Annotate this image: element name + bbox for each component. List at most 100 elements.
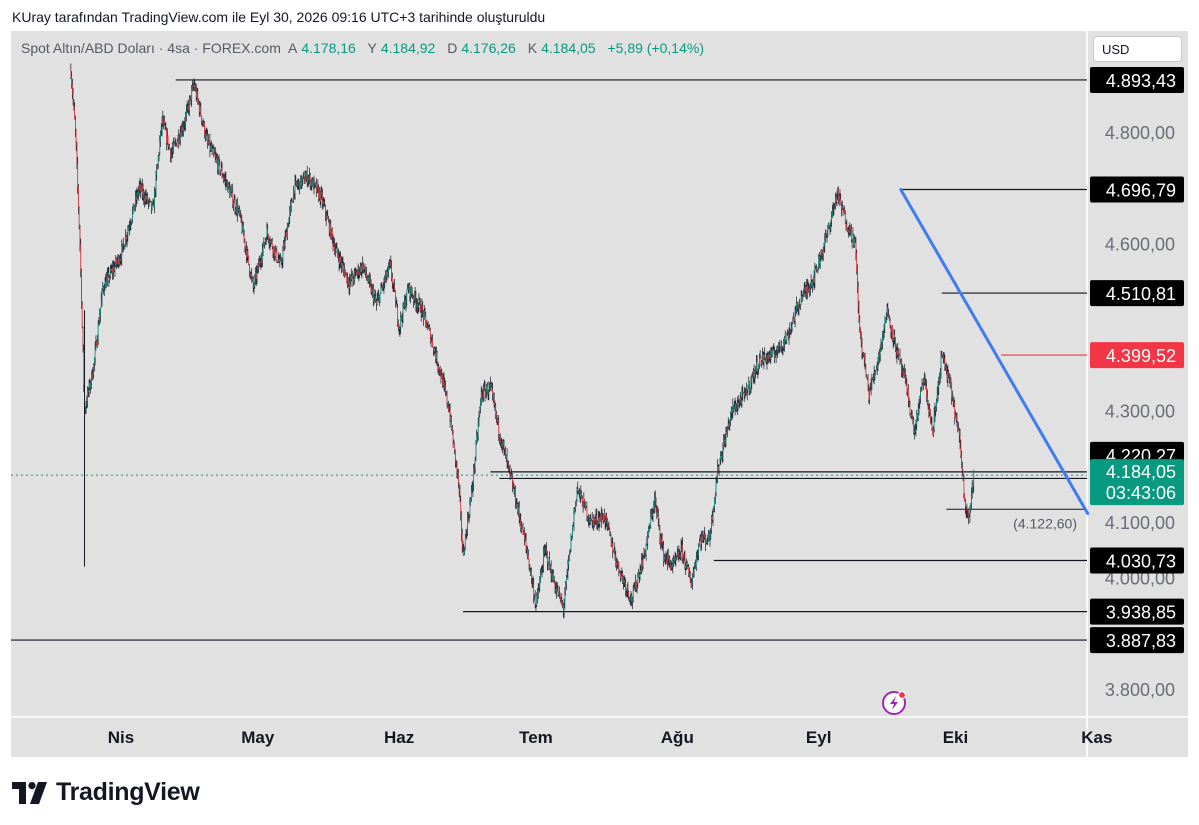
candle-body [828, 226, 829, 229]
candle-body [223, 176, 224, 179]
candle-body [176, 141, 178, 146]
candle-body [796, 304, 797, 311]
candle-body [445, 392, 447, 394]
candle-body [234, 200, 236, 210]
candle-body [304, 181, 306, 184]
candle-body [189, 98, 190, 110]
candle-body [151, 203, 153, 209]
candle-body [510, 472, 512, 476]
candle-body [569, 551, 571, 552]
candle-body [525, 539, 527, 546]
candle-body [771, 351, 772, 356]
candle-body [808, 288, 810, 292]
candle-body [904, 371, 905, 377]
candle-body [215, 156, 217, 158]
candle-body [768, 354, 769, 359]
candle-body [437, 364, 439, 367]
candle-body [111, 268, 113, 272]
candle-body [76, 146, 78, 164]
lightning-icon[interactable] [882, 690, 907, 715]
candle-body [470, 498, 471, 504]
candle-body [197, 92, 199, 100]
candle-body [141, 185, 143, 195]
candle-body [205, 134, 206, 138]
candle-body [564, 594, 566, 604]
candle-body [521, 524, 523, 528]
candle-body [615, 555, 617, 563]
candle-body [864, 359, 866, 368]
candle-body [574, 508, 576, 514]
candle-body [924, 379, 926, 386]
candle-body [852, 234, 854, 242]
candle-body [840, 199, 842, 205]
candle-body [811, 281, 813, 287]
candle-body [382, 286, 383, 289]
candle-body [423, 311, 425, 319]
candle-body [90, 382, 91, 388]
candle-body [257, 264, 259, 270]
candle-body [270, 240, 272, 244]
candle-body [385, 270, 387, 277]
candle-body [224, 178, 225, 179]
candle-body [310, 181, 312, 186]
candle-body [474, 467, 475, 469]
candle-body [722, 447, 724, 456]
candle-body [406, 289, 408, 301]
candle-body [860, 337, 862, 342]
candle-body [709, 535, 711, 540]
candle-body [476, 435, 478, 444]
candle-body [189, 95, 191, 99]
candle-body [232, 191, 234, 205]
candle-body [946, 367, 947, 372]
candle-body [462, 545, 464, 552]
candle-body [515, 503, 517, 507]
candle-body [800, 304, 801, 306]
candle-body [79, 226, 81, 245]
currency-button[interactable]: USD [1093, 36, 1182, 62]
candle-body [103, 287, 104, 290]
candle-body [854, 239, 855, 246]
candle-body [243, 225, 244, 236]
candle-body [590, 518, 592, 524]
candle-body [393, 284, 395, 286]
candle-body [603, 514, 604, 522]
symbol-title[interactable]: Spot Altın/ABD Doları · 4sa · FOREX.com [21, 40, 281, 56]
candle-body [952, 396, 953, 398]
candle-body [301, 179, 303, 186]
candle-body [450, 416, 452, 421]
candle-body [870, 384, 872, 392]
candle-body [102, 287, 104, 290]
candle-body [135, 196, 137, 200]
candle-body [550, 566, 552, 577]
candle-body [546, 549, 547, 553]
candle-body [595, 515, 597, 519]
candle-body [313, 181, 315, 190]
candle-body [958, 429, 960, 436]
candle-body [478, 415, 480, 425]
chart-frame[interactable] [11, 31, 1188, 757]
candle-body [917, 413, 918, 418]
candle-body [477, 424, 479, 436]
candle-body [200, 106, 202, 116]
candle-body [586, 506, 588, 518]
change-value: +5,89 (+0,14%) [607, 40, 704, 56]
candle-body [477, 435, 478, 437]
candle-body [910, 413, 911, 417]
candle-body [78, 207, 80, 227]
candle-body [901, 360, 902, 371]
candle-body [964, 494, 965, 502]
candle-body [706, 540, 708, 542]
candle-body [900, 360, 902, 361]
candle-body [670, 563, 671, 569]
price-level-badge-text: 4.399,52 [1106, 346, 1176, 366]
candle-body [771, 349, 773, 356]
candle-body [294, 181, 296, 194]
symbol-info-bar: Spot Altın/ABD Doları · 4sa · FOREX.com … [21, 40, 712, 56]
candle-body [357, 267, 359, 273]
candle-body [956, 419, 958, 423]
tradingview-logo[interactable]: TradingView [12, 778, 200, 807]
candle-body [95, 341, 97, 349]
candle-body [331, 229, 333, 237]
candle-body [409, 284, 411, 297]
